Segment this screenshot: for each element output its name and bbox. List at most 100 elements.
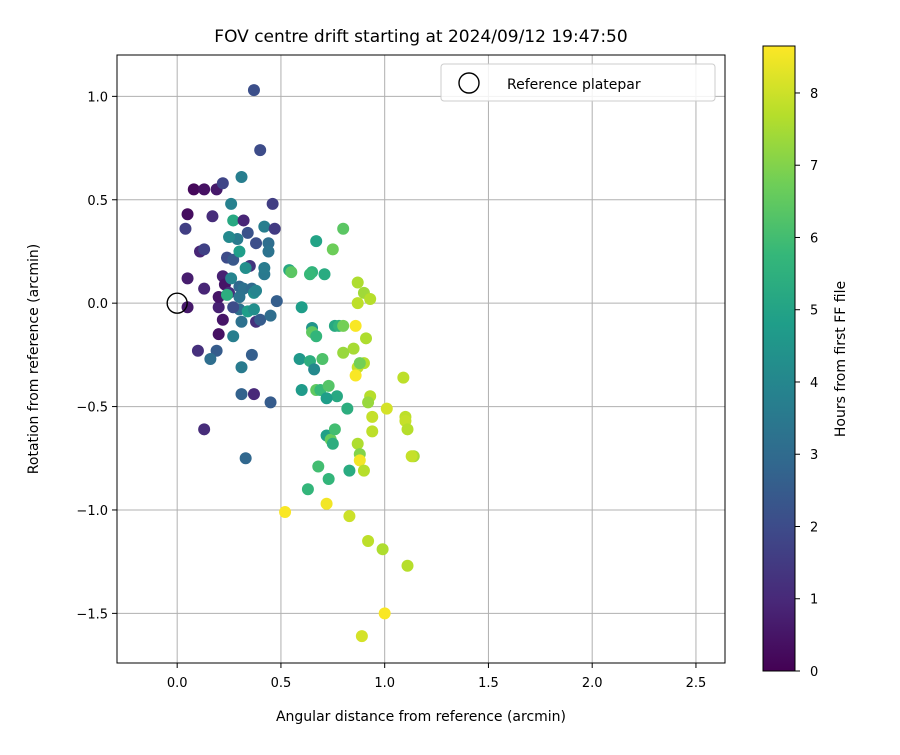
data-point [285,266,298,279]
data-point [220,288,233,301]
data-point [227,330,240,343]
data-point [198,183,211,196]
data-point [198,243,211,256]
data-point [233,290,246,303]
colorbar-tick-label: 7 [810,159,818,174]
data-point [343,464,356,477]
data-point [322,472,335,485]
legend: Reference platepar [440,63,716,102]
data-point [310,235,323,248]
data-point [357,464,370,477]
data-point [279,506,292,519]
data-point [310,330,323,343]
colorbar-tick-label: 3 [810,448,818,463]
y-tick-label: −0.5 [76,401,108,416]
y-tick-label: 0.5 [87,194,108,209]
data-point [210,344,223,357]
data-point [227,253,240,266]
x-tick-label: 1.0 [374,676,395,691]
data-point [233,245,246,258]
data-point [247,84,260,97]
data-point [326,437,339,450]
data-point [328,423,341,436]
data-point [397,371,410,384]
plot-frame [116,54,726,664]
data-point [235,171,248,184]
data-point [401,559,414,572]
data-point [262,245,275,258]
y-tick-label: 0.0 [87,297,108,312]
data-point [225,197,238,210]
data-point [349,319,362,332]
data-point [405,450,418,463]
data-point [355,630,368,643]
x-tick-label: 0.0 [167,676,188,691]
data-point [179,222,192,235]
data-point [378,607,391,620]
data-point [235,315,248,328]
data-point [353,454,366,467]
data-point [341,402,354,415]
data-point [181,272,194,285]
data-points [179,84,420,643]
data-point [235,361,248,374]
colorbar-tick-label: 1 [810,593,818,608]
colorbar-tick-label: 2 [810,520,818,535]
data-point [330,390,343,403]
y-tick-label: −1.5 [76,607,108,622]
data-point [206,210,219,223]
data-point [216,177,229,190]
data-point [270,295,283,308]
data-point [223,230,236,243]
data-point [198,423,211,436]
data-point [347,342,360,355]
legend-label: Reference platepar [507,77,641,93]
data-point [254,144,267,157]
data-point [264,309,277,322]
data-point [362,534,375,547]
data-point [268,222,281,235]
data-point [241,226,254,239]
data-point [245,348,258,361]
data-point [351,276,364,289]
data-point [258,262,271,275]
colorbar-label: Hours from first FF file [833,281,849,437]
chart-title: FOV centre drift starting at 2024/09/12 … [214,27,627,47]
grid-lines [117,55,725,663]
data-point [316,353,329,365]
data-point [312,460,325,473]
x-axis-label: Angular distance from reference (arcmin) [276,709,566,725]
data-point [247,388,260,401]
colorbar-tick-label: 8 [810,87,818,102]
data-point [191,344,204,357]
x-tick-label: 2.0 [582,676,603,691]
data-point [266,197,279,210]
data-point [254,313,267,326]
reference-platepar-marker [166,292,188,314]
data-point [227,301,240,314]
data-point [376,543,389,556]
data-point [247,303,260,316]
x-tick-label: 2.5 [686,676,707,691]
data-point [237,214,250,227]
data-point [204,353,217,365]
data-point [322,379,335,392]
colorbar-tick-label: 0 [810,665,818,680]
data-point [360,332,373,345]
x-axis-ticks: 0.0 0.5 1.0 1.5 2.0 2.5 [167,663,706,691]
data-point [326,243,339,256]
data-point [337,319,350,332]
data-point [353,357,366,370]
colorbar [762,45,796,672]
data-point [318,268,331,281]
data-point [227,214,240,227]
data-point [343,510,356,523]
legend-marker-icon [458,72,480,94]
data-point [295,384,308,397]
data-point [320,392,333,405]
data-point [239,452,252,465]
y-axis-ticks: 1.0 0.5 0.0 −0.5 −1.0 −1.5 [76,90,117,622]
data-point [258,220,271,233]
